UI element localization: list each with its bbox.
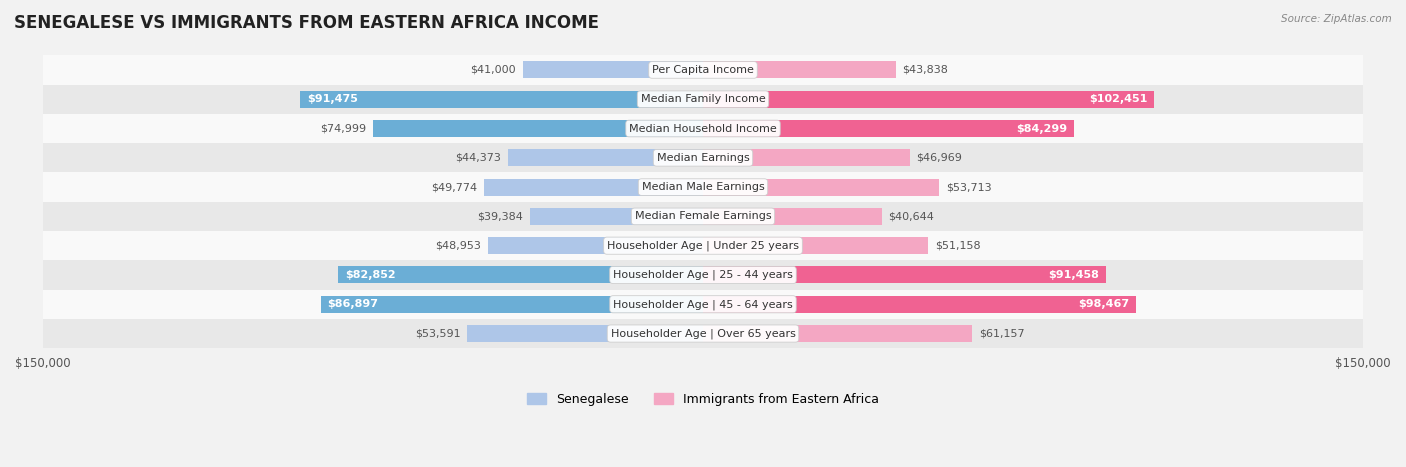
Text: $44,373: $44,373 [456, 153, 501, 163]
Bar [703, 62, 896, 78]
Text: $84,299: $84,299 [1017, 123, 1067, 134]
Bar [703, 267, 1105, 283]
Bar [42, 143, 1364, 172]
Text: Householder Age | 25 - 44 years: Householder Age | 25 - 44 years [613, 270, 793, 280]
Bar [703, 120, 1074, 137]
Text: Householder Age | Under 25 years: Householder Age | Under 25 years [607, 241, 799, 251]
Bar [42, 260, 1364, 290]
Bar [530, 208, 703, 225]
Text: $82,852: $82,852 [344, 270, 395, 280]
Bar [703, 325, 972, 342]
Text: $46,969: $46,969 [917, 153, 962, 163]
Text: $43,838: $43,838 [903, 65, 949, 75]
Text: $91,458: $91,458 [1047, 270, 1099, 280]
Text: $53,591: $53,591 [415, 329, 461, 339]
Text: Median Household Income: Median Household Income [628, 123, 778, 134]
Bar [42, 231, 1364, 260]
Bar [42, 202, 1364, 231]
Bar [523, 62, 703, 78]
Bar [339, 267, 703, 283]
Bar [42, 114, 1364, 143]
Text: $41,000: $41,000 [471, 65, 516, 75]
Text: Median Male Earnings: Median Male Earnings [641, 182, 765, 192]
Text: Per Capita Income: Per Capita Income [652, 65, 754, 75]
Bar [42, 85, 1364, 114]
Text: $40,644: $40,644 [889, 212, 935, 221]
Text: $91,475: $91,475 [307, 94, 359, 104]
Bar [703, 149, 910, 166]
Text: $39,384: $39,384 [477, 212, 523, 221]
Text: $48,953: $48,953 [434, 241, 481, 251]
Bar [703, 91, 1154, 108]
Bar [484, 178, 703, 196]
Text: $102,451: $102,451 [1088, 94, 1147, 104]
Text: Source: ZipAtlas.com: Source: ZipAtlas.com [1281, 14, 1392, 24]
Bar [321, 296, 703, 313]
Text: Median Female Earnings: Median Female Earnings [634, 212, 772, 221]
Bar [42, 55, 1364, 85]
Text: SENEGALESE VS IMMIGRANTS FROM EASTERN AFRICA INCOME: SENEGALESE VS IMMIGRANTS FROM EASTERN AF… [14, 14, 599, 32]
Text: Median Family Income: Median Family Income [641, 94, 765, 104]
Bar [42, 172, 1364, 202]
Text: Householder Age | Over 65 years: Householder Age | Over 65 years [610, 328, 796, 339]
Bar [42, 290, 1364, 319]
Bar [467, 325, 703, 342]
Text: $49,774: $49,774 [432, 182, 477, 192]
Bar [703, 296, 1136, 313]
Bar [508, 149, 703, 166]
Text: $74,999: $74,999 [321, 123, 367, 134]
Text: Householder Age | 45 - 64 years: Householder Age | 45 - 64 years [613, 299, 793, 310]
Bar [703, 178, 939, 196]
Bar [703, 237, 928, 254]
Bar [488, 237, 703, 254]
Text: $98,467: $98,467 [1078, 299, 1130, 309]
Text: Median Earnings: Median Earnings [657, 153, 749, 163]
Text: $51,158: $51,158 [935, 241, 980, 251]
Bar [703, 208, 882, 225]
Bar [301, 91, 703, 108]
Text: $53,713: $53,713 [946, 182, 991, 192]
Text: $61,157: $61,157 [979, 329, 1025, 339]
Legend: Senegalese, Immigrants from Eastern Africa: Senegalese, Immigrants from Eastern Afri… [523, 388, 883, 410]
Bar [42, 319, 1364, 348]
Text: $86,897: $86,897 [328, 299, 378, 309]
Bar [373, 120, 703, 137]
